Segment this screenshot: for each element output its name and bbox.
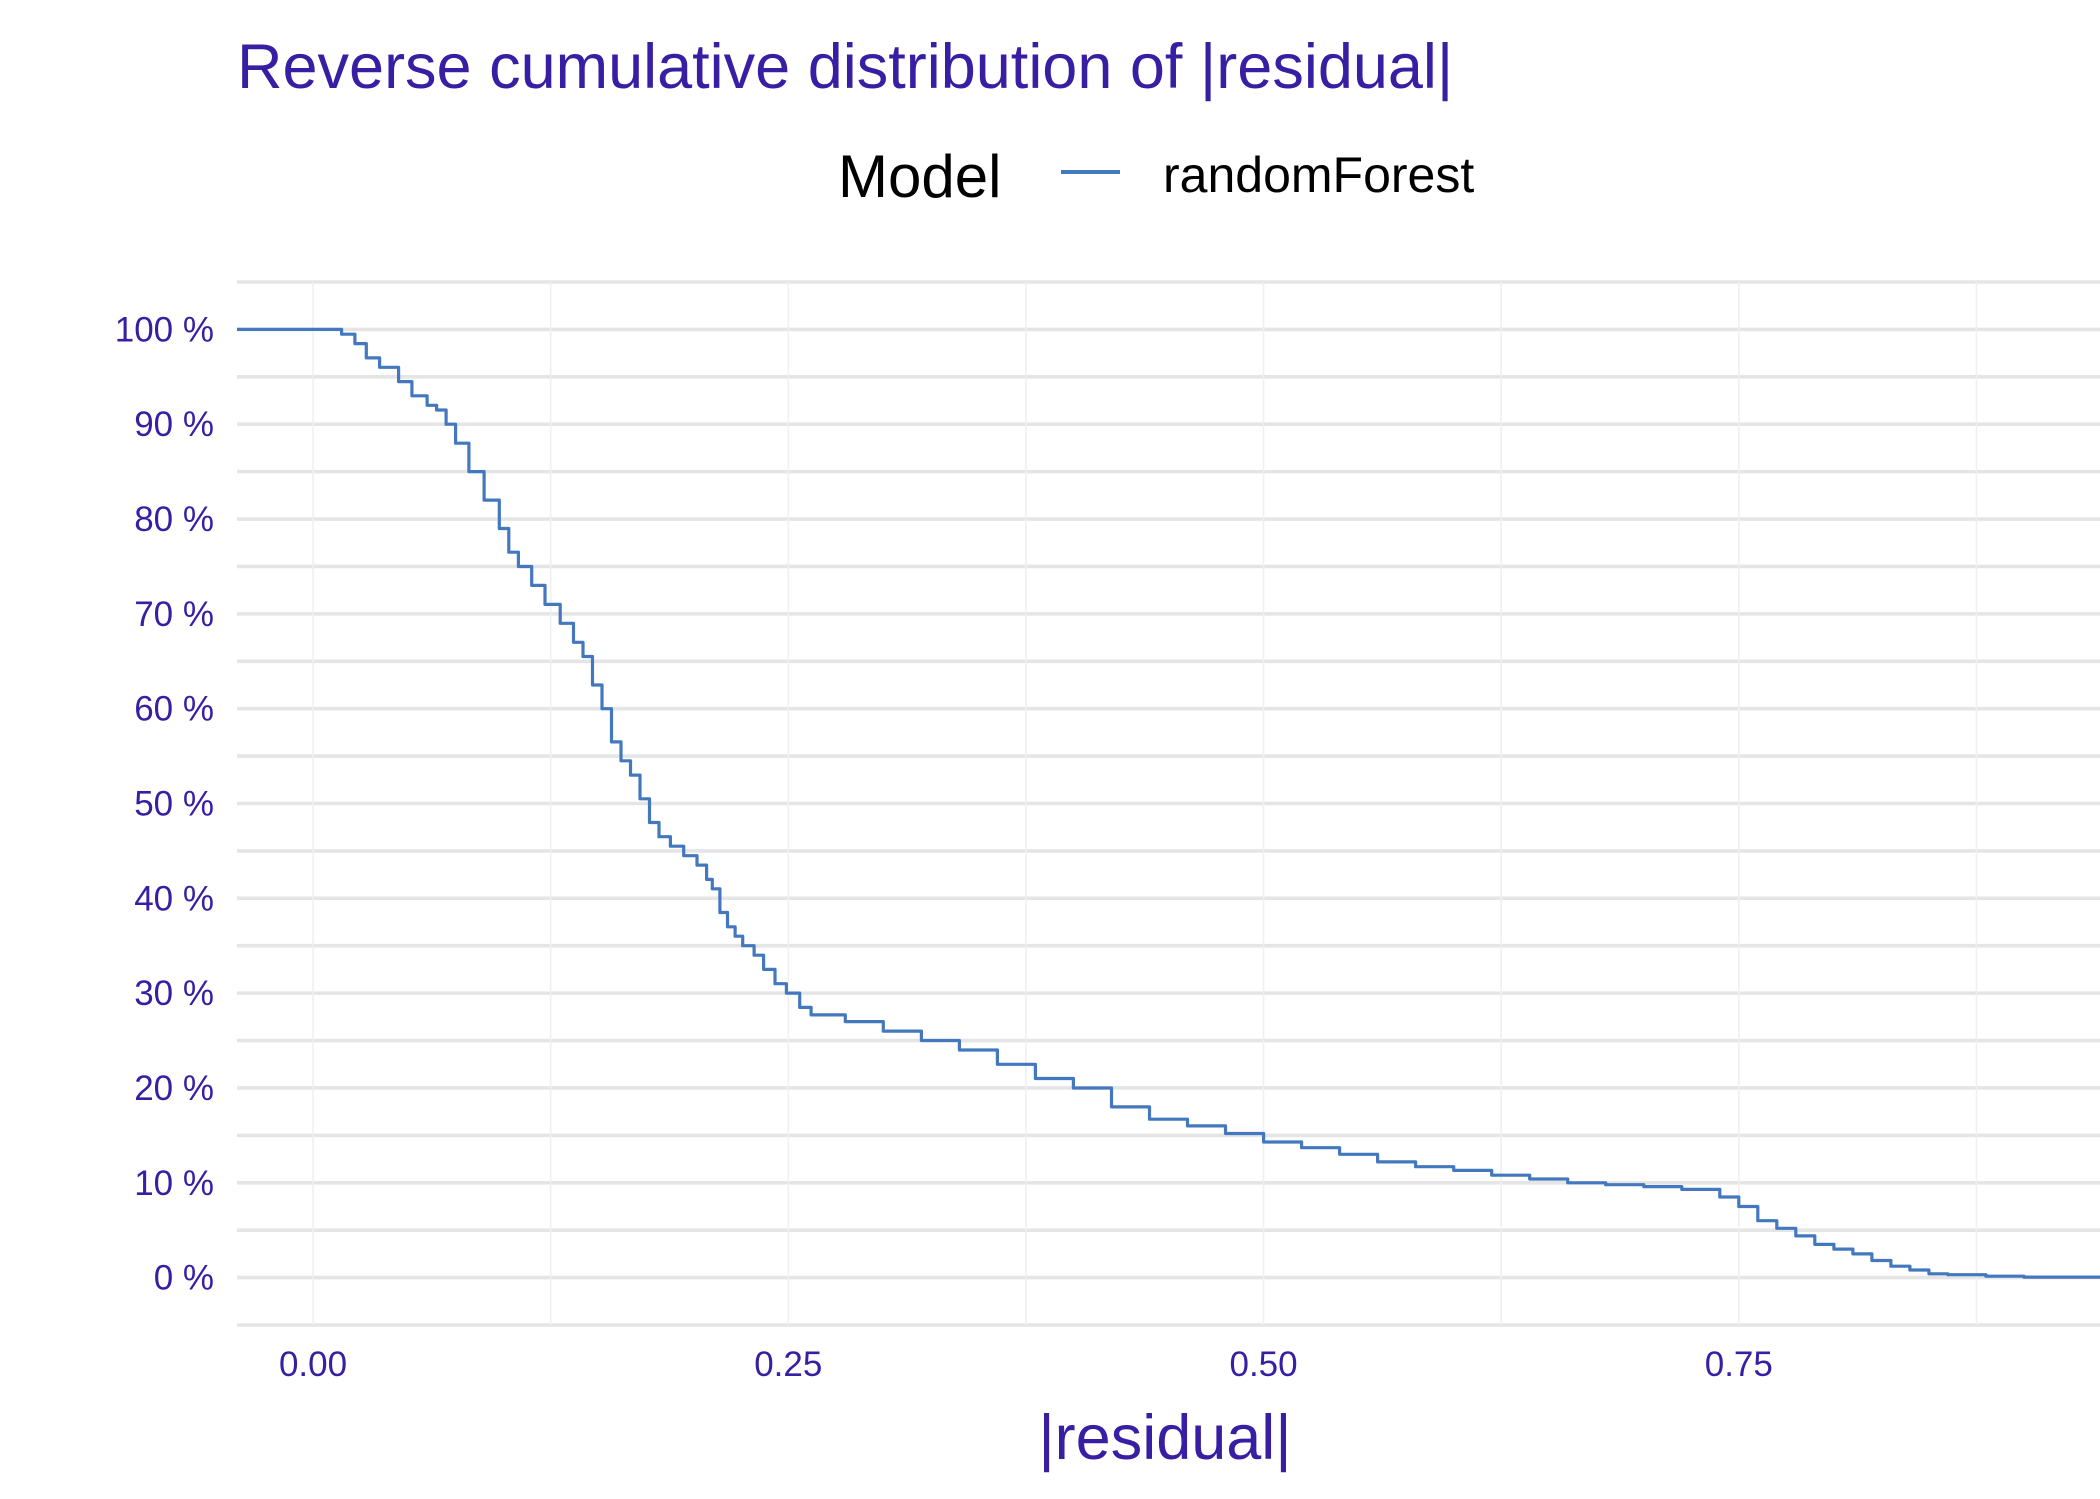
- y-tick-label: 70 %: [134, 595, 214, 634]
- y-tick-label: 40 %: [134, 879, 214, 918]
- y-tick-label: 100 %: [115, 310, 214, 349]
- y-tick-label: 60 %: [134, 690, 214, 729]
- x-tick-label: 0.50: [1229, 1345, 1297, 1384]
- y-tick-label: 10 %: [134, 1164, 214, 1203]
- y-tick-label: 0 %: [154, 1259, 214, 1298]
- legend-label-randomForest: randomForest: [1163, 147, 1474, 203]
- x-axis-ticks: 0.00 0.25 0.50 0.75: [279, 1345, 1773, 1384]
- y-axis-ticks: 0 % 10 % 20 % 30 % 40 % 50 % 60 % 70 % 80 % 90 % 1…: [115, 310, 214, 1297]
- x-tick-label: 0.25: [754, 1345, 822, 1384]
- legend: Model randomForest: [838, 143, 1474, 210]
- y-tick-label: 80 %: [134, 500, 214, 539]
- y-tick-label: 30 %: [134, 974, 214, 1013]
- x-axis-label: |residual|: [1038, 1403, 1291, 1473]
- x-tick-label: 0.00: [279, 1345, 347, 1384]
- x-tick-label: 0.75: [1705, 1345, 1773, 1384]
- series-layer: [237, 327, 2100, 1279]
- legend-title: Model: [838, 143, 1001, 210]
- chart-title: Reverse cumulative distribution of |resi…: [237, 32, 1453, 102]
- y-tick-label: 90 %: [134, 405, 214, 444]
- y-tick-label: 20 %: [134, 1069, 214, 1108]
- y-tick-label: 50 %: [134, 785, 214, 824]
- series-line-randomForest: [237, 327, 2100, 1279]
- gridlines: [237, 280, 2100, 1327]
